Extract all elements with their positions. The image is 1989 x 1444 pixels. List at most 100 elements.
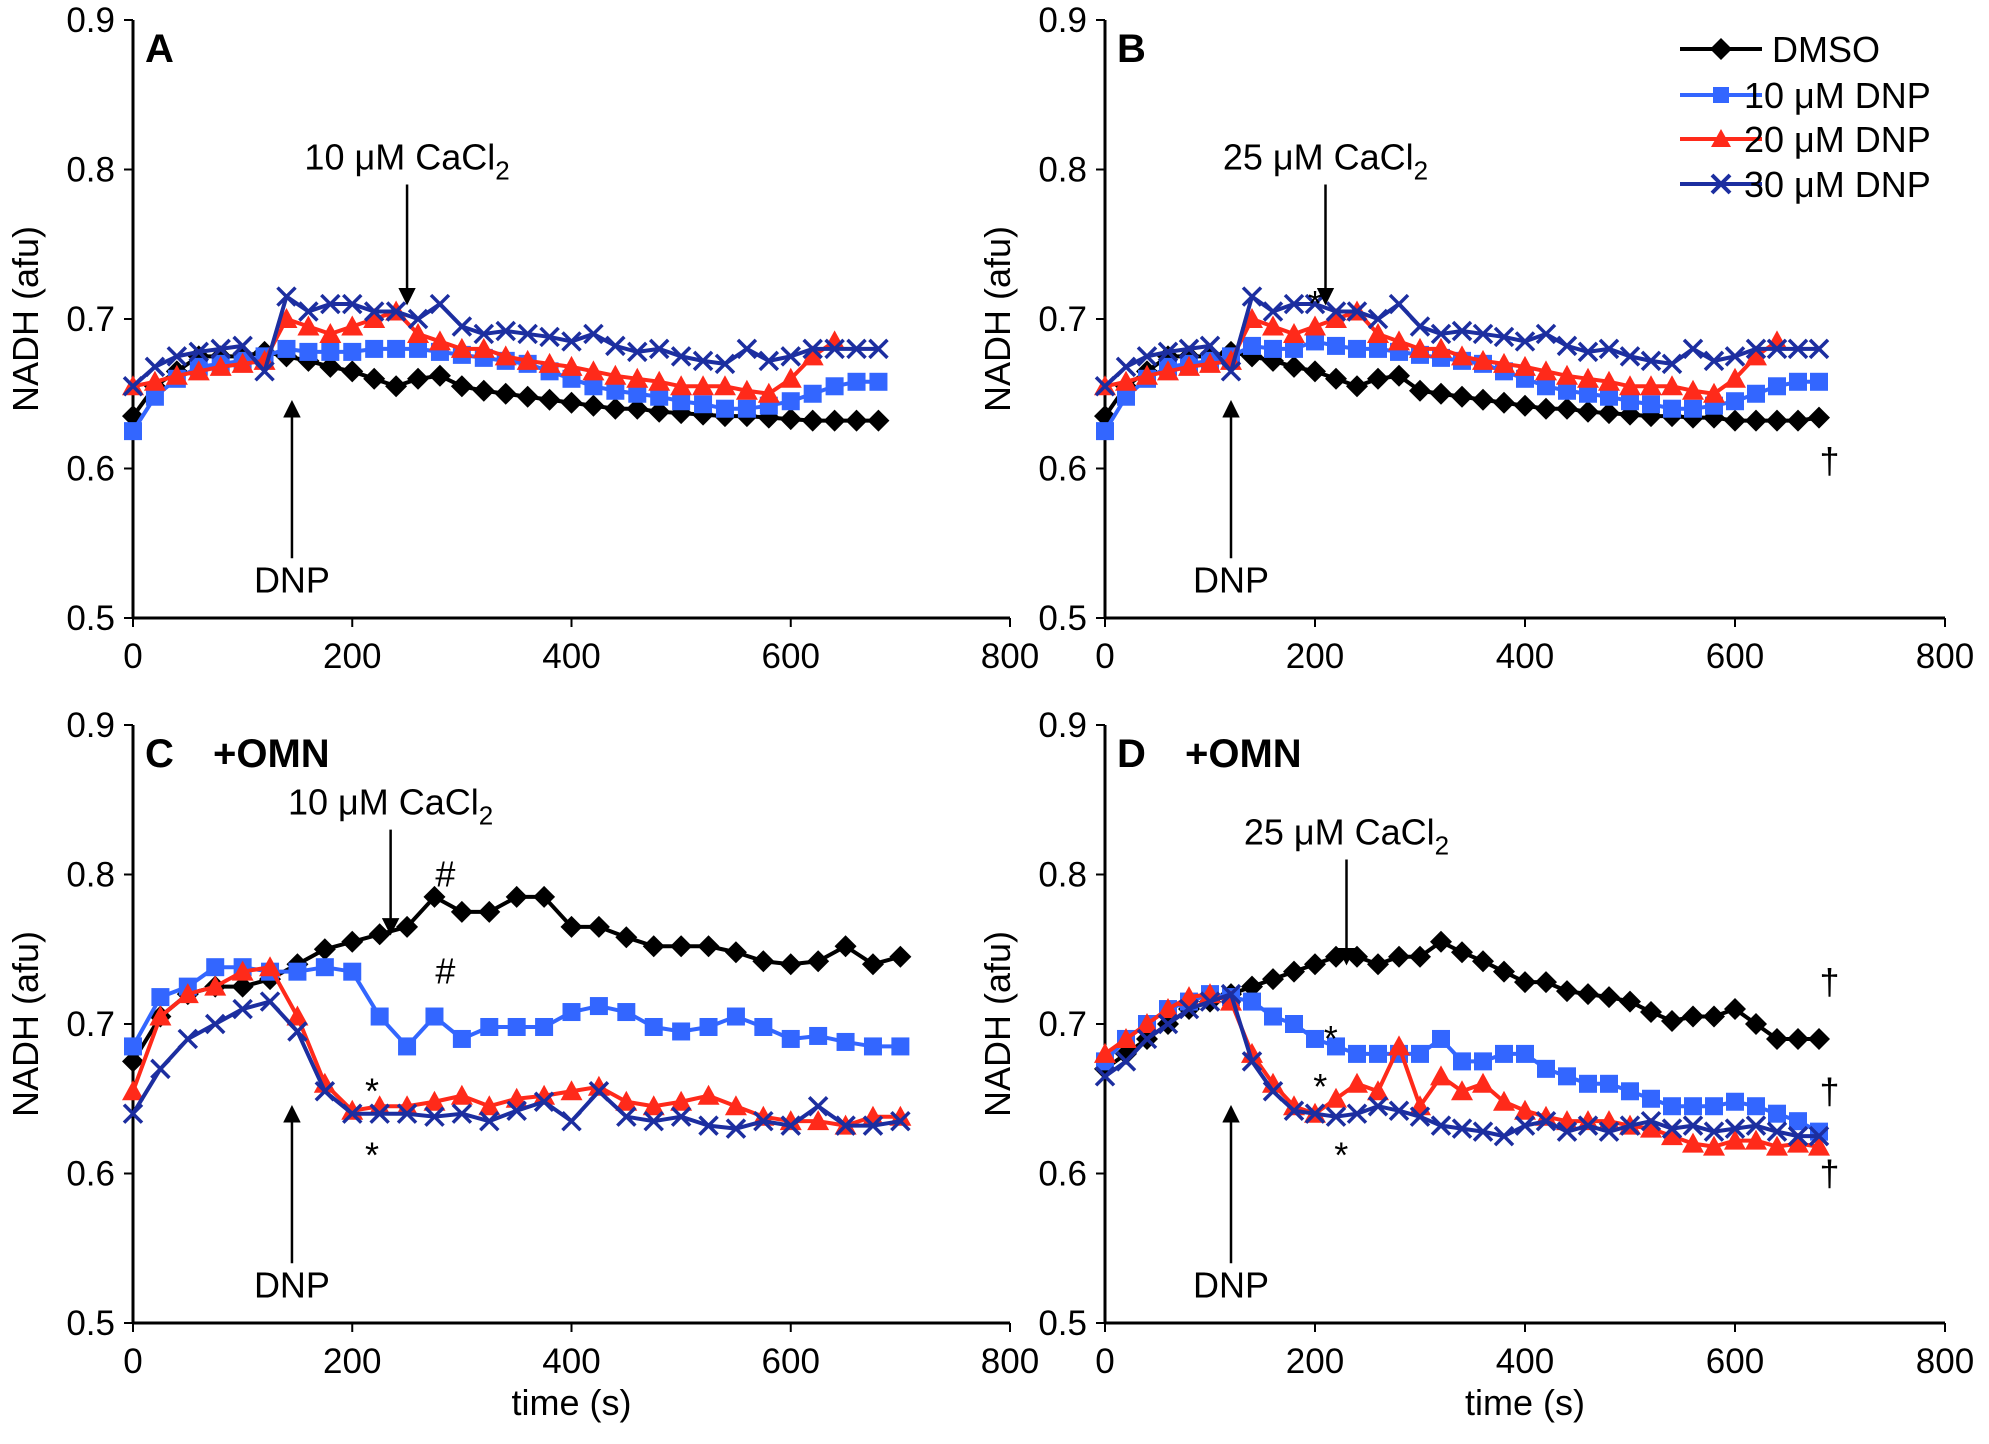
data-point [617,1003,636,1022]
data-point [891,1037,910,1056]
data-point [1285,1015,1303,1033]
data-point [1640,350,1662,372]
data-point [1220,361,1242,382]
x-tick-label: 200 [323,1342,381,1381]
legend-label-30um: 30 μM DNP [1744,164,1931,205]
data-point [343,342,362,361]
data-point [365,339,384,358]
data-point [533,1091,555,1112]
data-point [672,392,691,411]
significance-mark: * [1334,1135,1348,1176]
y-tick-label: 0.6 [66,450,115,489]
data-point [1346,1103,1368,1124]
y-tick-label: 0.9 [1038,706,1087,745]
data-point [1262,315,1284,336]
data-point [1367,1080,1389,1101]
data-point [1514,394,1536,417]
data-point [1640,1001,1662,1024]
data-point [538,352,561,373]
data-point [672,1022,691,1041]
data-point [1579,1074,1597,1093]
data-point [341,360,364,383]
data-point [847,372,866,391]
data-point [1241,1051,1263,1072]
data-point [1705,1097,1723,1116]
data-point [369,1103,390,1124]
data-point [1682,1115,1704,1136]
data-point [1199,991,1221,1012]
series-30-m-dnp [1094,983,1830,1147]
data-point [1453,1052,1471,1071]
data-point [1388,364,1410,387]
data-point [1409,337,1431,358]
data-point [1619,990,1641,1013]
data-point [1430,930,1452,953]
legend-x-marker [1710,173,1732,195]
data-point [1178,355,1200,376]
cacl2-subscript: 2 [1414,156,1428,186]
data-point [1514,1099,1536,1120]
data-point [517,323,538,345]
data-point [724,941,747,964]
data-point [1808,1125,1830,1147]
data-point [1369,339,1387,358]
data-point [1745,1013,1767,1035]
x-tick-label: 0 [1095,1342,1114,1381]
data-point [715,399,734,418]
data-point [698,1115,719,1136]
data-point [1598,986,1620,1009]
data-point [692,375,715,396]
data-point [429,293,451,315]
data-point [1684,1097,1702,1116]
data-point [1367,1095,1389,1117]
data-point [824,338,845,360]
data-point [1199,352,1221,373]
data-point [1264,339,1282,358]
data-point [890,1110,911,1132]
data-point [781,1029,800,1048]
data-point [1745,409,1767,432]
omn-label: +OMN [1185,732,1302,776]
data-point [863,1037,882,1056]
y-axis-label: NADH (afu) [5,226,46,412]
data-point [1787,1132,1809,1153]
data-point [232,335,253,357]
x-tick-label: 200 [1286,637,1344,676]
x-tick-label: 800 [1916,637,1974,676]
data-point [642,1095,665,1116]
data-point [584,377,603,396]
data-point [407,308,429,330]
data-point [1514,971,1536,994]
data-point [1558,381,1576,400]
data-point [670,346,692,367]
data-point [288,962,307,981]
data-point [1283,960,1305,983]
data-point [494,345,517,366]
data-point [1556,335,1578,357]
omn-label: +OMN [213,732,330,776]
data-point [315,958,334,977]
data-point [1283,293,1305,315]
legend-diamond-marker [1710,38,1732,60]
y-tick-label: 0.8 [66,151,115,190]
data-point [1703,350,1725,372]
data-point [297,315,320,336]
data-point [781,392,800,411]
legend-entry-10um: 10 μM DNP [1680,75,1931,116]
data-point [835,1115,856,1136]
data-point [1682,379,1704,400]
data-point [423,885,446,908]
data-point [1409,945,1431,968]
y-tick-label: 0.5 [1038,1304,1087,1343]
cacl2-label: 25 μM CaCl2 [1244,812,1449,861]
data-point [823,409,846,432]
data-point [451,1103,473,1124]
data-point [1369,1044,1387,1063]
x-axis-label: time (s) [512,1382,632,1423]
x-tick-label: 400 [542,1342,600,1381]
y-tick-label: 0.9 [66,1,115,40]
data-point [714,353,736,375]
data-point [1556,397,1578,420]
data-point [1285,339,1303,358]
legend-square-marker [1713,87,1729,103]
